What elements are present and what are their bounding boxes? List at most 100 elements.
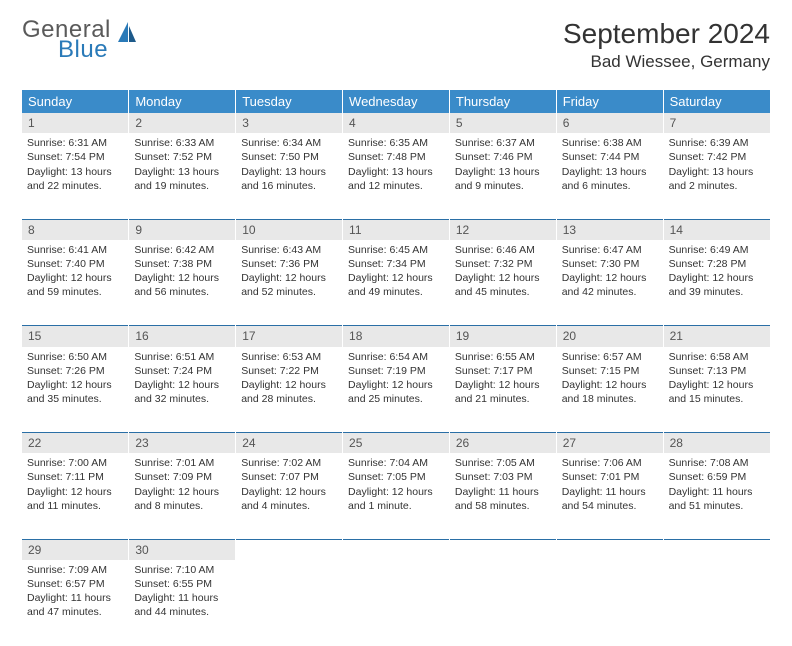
sunset-line: Sunset: 7:46 PM	[455, 150, 551, 164]
day-cell: Sunrise: 6:55 AMSunset: 7:17 PMDaylight:…	[449, 347, 556, 433]
daylight-line: Daylight: 11 hours and 54 minutes.	[562, 485, 658, 513]
sunrise-line: Sunrise: 6:46 AM	[455, 243, 551, 257]
sunrise-line: Sunrise: 7:05 AM	[455, 456, 551, 470]
sunset-line: Sunset: 7:07 PM	[241, 470, 337, 484]
day-cell: Sunrise: 7:06 AMSunset: 7:01 PMDaylight:…	[556, 453, 663, 539]
day-number-row: 1234567	[22, 113, 770, 133]
day-number	[556, 539, 663, 560]
sunset-line: Sunset: 7:38 PM	[134, 257, 230, 271]
sunset-line: Sunset: 7:26 PM	[27, 364, 123, 378]
sunrise-line: Sunrise: 6:50 AM	[27, 350, 123, 364]
day-number: 28	[663, 433, 770, 454]
sunrise-line: Sunrise: 6:41 AM	[27, 243, 123, 257]
page-header: General Blue September 2024 Bad Wiessee,…	[22, 18, 770, 72]
day-cell: Sunrise: 6:51 AMSunset: 7:24 PMDaylight:…	[129, 347, 236, 433]
sunrise-line: Sunrise: 6:53 AM	[241, 350, 337, 364]
empty-cell	[343, 560, 450, 646]
empty-cell	[663, 560, 770, 646]
sunset-line: Sunset: 7:19 PM	[348, 364, 444, 378]
sunrise-line: Sunrise: 6:55 AM	[455, 350, 551, 364]
sunrise-line: Sunrise: 6:58 AM	[669, 350, 765, 364]
day-cell: Sunrise: 6:43 AMSunset: 7:36 PMDaylight:…	[236, 240, 343, 326]
sunset-line: Sunset: 7:11 PM	[27, 470, 123, 484]
daylight-line: Daylight: 12 hours and 59 minutes.	[27, 271, 123, 299]
day-cell: Sunrise: 6:33 AMSunset: 7:52 PMDaylight:…	[129, 133, 236, 219]
daylight-line: Daylight: 12 hours and 15 minutes.	[669, 378, 765, 406]
day-number: 19	[449, 326, 556, 347]
sunset-line: Sunset: 7:13 PM	[669, 364, 765, 378]
location-label: Bad Wiessee, Germany	[563, 52, 770, 72]
empty-cell	[556, 560, 663, 646]
day-number: 22	[22, 433, 129, 454]
day-number: 21	[663, 326, 770, 347]
sunrise-line: Sunrise: 7:09 AM	[27, 563, 123, 577]
day-cell: Sunrise: 7:00 AMSunset: 7:11 PMDaylight:…	[22, 453, 129, 539]
weekday-header-row: Sunday Monday Tuesday Wednesday Thursday…	[22, 90, 770, 113]
daylight-line: Daylight: 12 hours and 42 minutes.	[562, 271, 658, 299]
sunrise-line: Sunrise: 6:31 AM	[27, 136, 123, 150]
daylight-line: Daylight: 11 hours and 44 minutes.	[134, 591, 230, 619]
sunrise-line: Sunrise: 6:38 AM	[562, 136, 658, 150]
day-cell: Sunrise: 7:10 AMSunset: 6:55 PMDaylight:…	[129, 560, 236, 646]
sunrise-line: Sunrise: 7:04 AM	[348, 456, 444, 470]
day-number-row: 15161718192021	[22, 326, 770, 347]
day-number: 5	[449, 113, 556, 133]
title-block: September 2024 Bad Wiessee, Germany	[563, 18, 770, 72]
sunset-line: Sunset: 7:34 PM	[348, 257, 444, 271]
sunrise-line: Sunrise: 7:01 AM	[134, 456, 230, 470]
day-cell: Sunrise: 7:04 AMSunset: 7:05 PMDaylight:…	[343, 453, 450, 539]
sunset-line: Sunset: 7:32 PM	[455, 257, 551, 271]
daylight-line: Daylight: 12 hours and 11 minutes.	[27, 485, 123, 513]
day-cell: Sunrise: 6:31 AMSunset: 7:54 PMDaylight:…	[22, 133, 129, 219]
sunrise-line: Sunrise: 6:37 AM	[455, 136, 551, 150]
day-info-row: Sunrise: 7:09 AMSunset: 6:57 PMDaylight:…	[22, 560, 770, 646]
day-number	[449, 539, 556, 560]
day-info-row: Sunrise: 6:41 AMSunset: 7:40 PMDaylight:…	[22, 240, 770, 326]
day-cell: Sunrise: 6:38 AMSunset: 7:44 PMDaylight:…	[556, 133, 663, 219]
day-cell: Sunrise: 6:39 AMSunset: 7:42 PMDaylight:…	[663, 133, 770, 219]
daylight-line: Daylight: 12 hours and 39 minutes.	[669, 271, 765, 299]
day-cell: Sunrise: 6:58 AMSunset: 7:13 PMDaylight:…	[663, 347, 770, 433]
sunset-line: Sunset: 7:22 PM	[241, 364, 337, 378]
sunset-line: Sunset: 7:44 PM	[562, 150, 658, 164]
daylight-line: Daylight: 13 hours and 12 minutes.	[348, 165, 444, 193]
day-number-row: 2930	[22, 539, 770, 560]
calendar-table: Sunday Monday Tuesday Wednesday Thursday…	[22, 90, 770, 646]
sunrise-line: Sunrise: 7:00 AM	[27, 456, 123, 470]
daylight-line: Daylight: 13 hours and 2 minutes.	[669, 165, 765, 193]
daylight-line: Daylight: 13 hours and 9 minutes.	[455, 165, 551, 193]
daylight-line: Daylight: 12 hours and 1 minute.	[348, 485, 444, 513]
daylight-line: Daylight: 12 hours and 35 minutes.	[27, 378, 123, 406]
daylight-line: Daylight: 13 hours and 22 minutes.	[27, 165, 123, 193]
day-cell: Sunrise: 6:34 AMSunset: 7:50 PMDaylight:…	[236, 133, 343, 219]
sunrise-line: Sunrise: 6:43 AM	[241, 243, 337, 257]
day-cell: Sunrise: 6:37 AMSunset: 7:46 PMDaylight:…	[449, 133, 556, 219]
sunrise-line: Sunrise: 6:39 AM	[669, 136, 765, 150]
day-number: 30	[129, 539, 236, 560]
day-number: 4	[343, 113, 450, 133]
day-cell: Sunrise: 6:45 AMSunset: 7:34 PMDaylight:…	[343, 240, 450, 326]
day-cell: Sunrise: 6:50 AMSunset: 7:26 PMDaylight:…	[22, 347, 129, 433]
sunset-line: Sunset: 7:30 PM	[562, 257, 658, 271]
day-number: 3	[236, 113, 343, 133]
day-cell: Sunrise: 6:35 AMSunset: 7:48 PMDaylight:…	[343, 133, 450, 219]
day-number: 18	[343, 326, 450, 347]
day-number: 25	[343, 433, 450, 454]
sail-icon	[116, 20, 138, 51]
day-number: 6	[556, 113, 663, 133]
sunset-line: Sunset: 7:42 PM	[669, 150, 765, 164]
sunset-line: Sunset: 7:17 PM	[455, 364, 551, 378]
day-cell: Sunrise: 7:05 AMSunset: 7:03 PMDaylight:…	[449, 453, 556, 539]
sunset-line: Sunset: 7:09 PM	[134, 470, 230, 484]
daylight-line: Daylight: 12 hours and 28 minutes.	[241, 378, 337, 406]
sunset-line: Sunset: 7:50 PM	[241, 150, 337, 164]
logo-word-blue: Blue	[58, 38, 111, 62]
weekday-header: Monday	[129, 90, 236, 113]
sunrise-line: Sunrise: 6:45 AM	[348, 243, 444, 257]
day-number: 23	[129, 433, 236, 454]
day-cell: Sunrise: 6:46 AMSunset: 7:32 PMDaylight:…	[449, 240, 556, 326]
sunrise-line: Sunrise: 6:51 AM	[134, 350, 230, 364]
daylight-line: Daylight: 12 hours and 4 minutes.	[241, 485, 337, 513]
day-cell: Sunrise: 6:42 AMSunset: 7:38 PMDaylight:…	[129, 240, 236, 326]
weekday-header: Friday	[556, 90, 663, 113]
